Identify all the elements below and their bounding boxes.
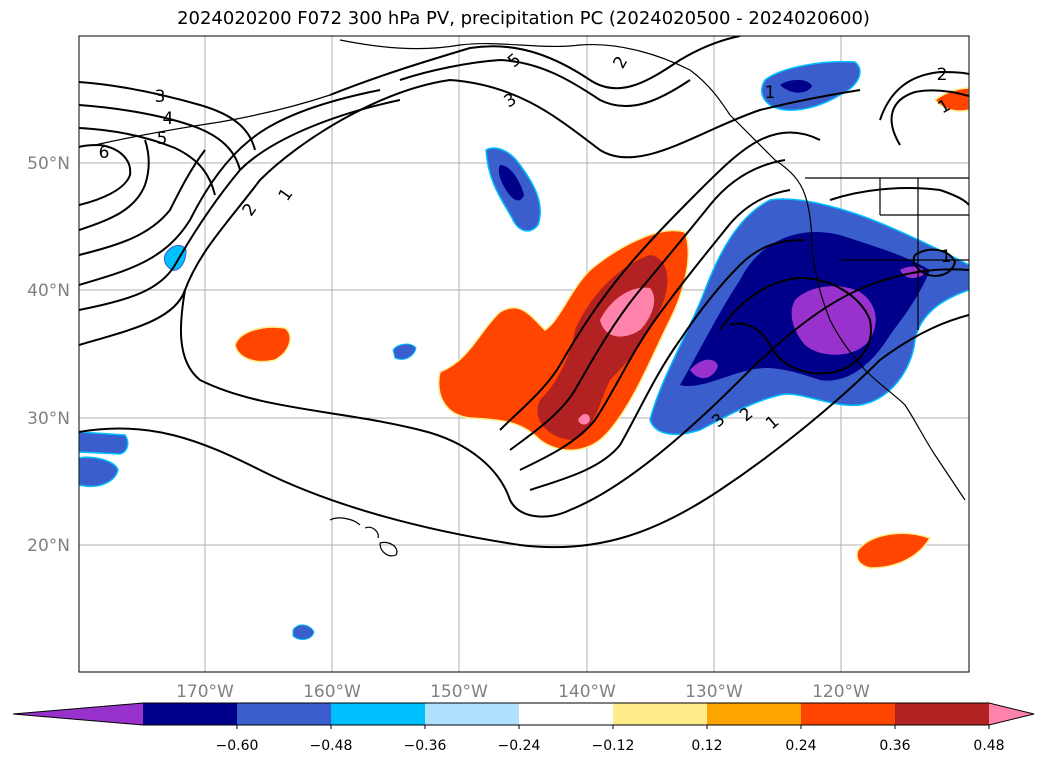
pv-contour-1-loop: [79, 78, 861, 346]
positive-anomaly-se: [856, 532, 932, 569]
coastline-bc: [729, 114, 813, 251]
coastline-uswest: [811, 249, 966, 501]
contour-label: 2: [937, 65, 948, 85]
colorbar-segment: [425, 703, 520, 725]
colorbar-segment: [237, 703, 332, 725]
pv-contour-1-outer: [79, 314, 969, 549]
latitude-labels: 50°N 40°N 30°N 20°N: [27, 154, 70, 556]
negative-anomaly-sw-2: [79, 456, 119, 488]
coastline-hawaii: [329, 517, 398, 557]
colorbar-segment: [331, 703, 426, 725]
pv-contour-trough-2: [509, 159, 786, 451]
pv-contour-trough-3: [519, 189, 791, 471]
state-borders: [805, 177, 969, 330]
pv-contour-east-3: [890, 89, 969, 146]
negative-anomaly-gulf-core: [498, 165, 524, 201]
colorbar-tick-label: −0.48: [310, 738, 353, 754]
colorbar-extend-low: [13, 703, 143, 725]
colorbar-segment: [143, 703, 238, 725]
gridlines: [79, 36, 969, 672]
pv-contour-3-top: [79, 81, 256, 151]
pv-contour-trough-4: [529, 239, 806, 491]
pv-contour-ridge-1: [329, 36, 741, 96]
coastline-alaska: [339, 39, 731, 116]
pv-contour-4: [79, 149, 206, 256]
precip-shading: [79, 60, 969, 640]
pv-contour-1b: [179, 268, 969, 518]
pv-contour-2: [79, 99, 401, 311]
colorbar-tick-label: −0.24: [498, 738, 541, 754]
pv-contour-3: [79, 89, 381, 286]
negative-anomaly-west-small: [163, 244, 187, 271]
contour-label: 1: [941, 247, 952, 267]
contour-label: 3: [155, 87, 166, 107]
colorbar-segment: [613, 703, 708, 725]
colorbar-extend-high: [989, 703, 1034, 725]
lon-label-130w: 130°W: [685, 682, 743, 702]
colorbar-tick-label: 0.36: [879, 738, 910, 754]
lon-label-120w: 120°W: [812, 682, 870, 702]
colorbar-tick-label: 0.48: [973, 738, 1004, 754]
lon-label-150w: 150°W: [430, 682, 488, 702]
lat-label-30n: 30°N: [27, 409, 70, 429]
colorbar: −0.60 −0.48 −0.36 −0.24 −0.12 0.12 0.24 0.36 0.4…: [12, 702, 1035, 754]
colorbar-segment: [801, 703, 896, 725]
negative-anomaly-core: [791, 286, 876, 355]
colorbar-tick-label: 0.12: [691, 738, 722, 754]
pv-contour-ridge-2: [399, 58, 691, 108]
colorbar-tick-label: 0.24: [785, 738, 816, 754]
contour-label: 1: [765, 83, 776, 103]
positive-anomaly-peak-small: [578, 414, 590, 425]
lat-label-40n: 40°N: [27, 281, 70, 301]
colorbar-tick-label: −0.12: [592, 738, 635, 754]
contour-label: 4: [163, 109, 174, 129]
coastlines: [94, 39, 969, 557]
negative-anomaly-core-small: [690, 359, 718, 379]
coastline-aleutians: [94, 94, 331, 146]
contour-label: 6: [99, 143, 110, 163]
pv-contour-cutoff: [719, 276, 872, 375]
pv-contour-5-top: [79, 127, 216, 196]
lat-label-20n: 20°N: [27, 536, 70, 556]
colorbar-tick-label: −0.60: [216, 738, 259, 754]
pv-contour-6: [79, 143, 132, 206]
positive-anomaly-west: [234, 326, 291, 363]
pv-contour-east-1: [829, 187, 969, 206]
lon-label-170w: 170°W: [176, 682, 234, 702]
longitude-labels: 170°W 160°W 150°W 140°W 130°W 120°W: [176, 682, 870, 702]
pv-contour-5: [79, 139, 150, 231]
lat-label-50n: 50°N: [27, 154, 70, 174]
map-frame: [78, 35, 970, 673]
lon-label-160w: 160°W: [303, 682, 361, 702]
pv-contour-trough-1: [499, 131, 821, 431]
negative-anomaly-south-small: [292, 624, 315, 640]
contour-label: 5: [157, 129, 168, 149]
negative-anomaly-alaska-core: [780, 79, 812, 93]
pv-contour-cutoff-small: [912, 248, 957, 277]
pv-contours: [79, 36, 969, 549]
negative-anomaly-sw-1: [79, 431, 129, 455]
pv-contour-4-top: [79, 104, 241, 171]
colorbar-segment: [707, 703, 802, 725]
colorbar-segment: [519, 703, 614, 725]
lon-label-140w: 140°W: [558, 682, 616, 702]
negative-anomaly-mid-small: [392, 343, 417, 360]
colorbar-segment: [895, 703, 990, 725]
pv-contour-east-2: [879, 70, 969, 121]
map-title: 2024020200 F072 300 hPa PV, precipitatio…: [177, 8, 870, 29]
colorbar-tick-label: −0.36: [404, 738, 447, 754]
